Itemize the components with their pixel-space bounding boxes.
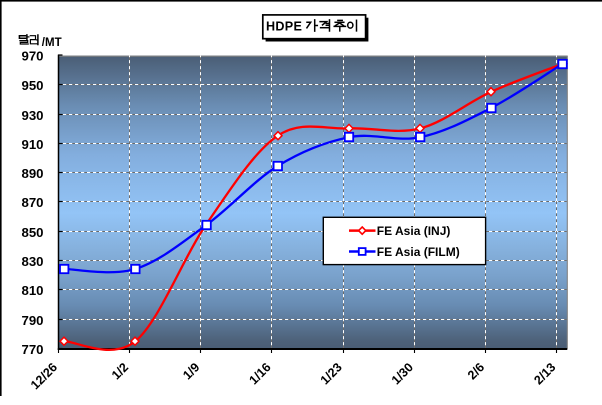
- svg-text:870: 870: [21, 195, 43, 210]
- svg-text:970: 970: [21, 48, 43, 63]
- svg-text:890: 890: [21, 166, 43, 181]
- svg-text:830: 830: [21, 254, 43, 269]
- svg-text:930: 930: [21, 108, 43, 123]
- svg-text:FE Asia (FILM): FE Asia (FILM): [377, 245, 460, 259]
- svg-text:HDPE: HDPE: [266, 19, 302, 33]
- svg-text:910: 910: [21, 137, 43, 152]
- svg-text:790: 790: [21, 313, 43, 328]
- svg-text:FE Asia (INJ): FE Asia (INJ): [377, 224, 451, 238]
- svg-text:/MT: /MT: [42, 37, 62, 49]
- svg-text:810: 810: [21, 283, 43, 298]
- svg-text:950: 950: [21, 78, 43, 93]
- svg-text:850: 850: [21, 225, 43, 240]
- svg-text:770: 770: [21, 342, 43, 357]
